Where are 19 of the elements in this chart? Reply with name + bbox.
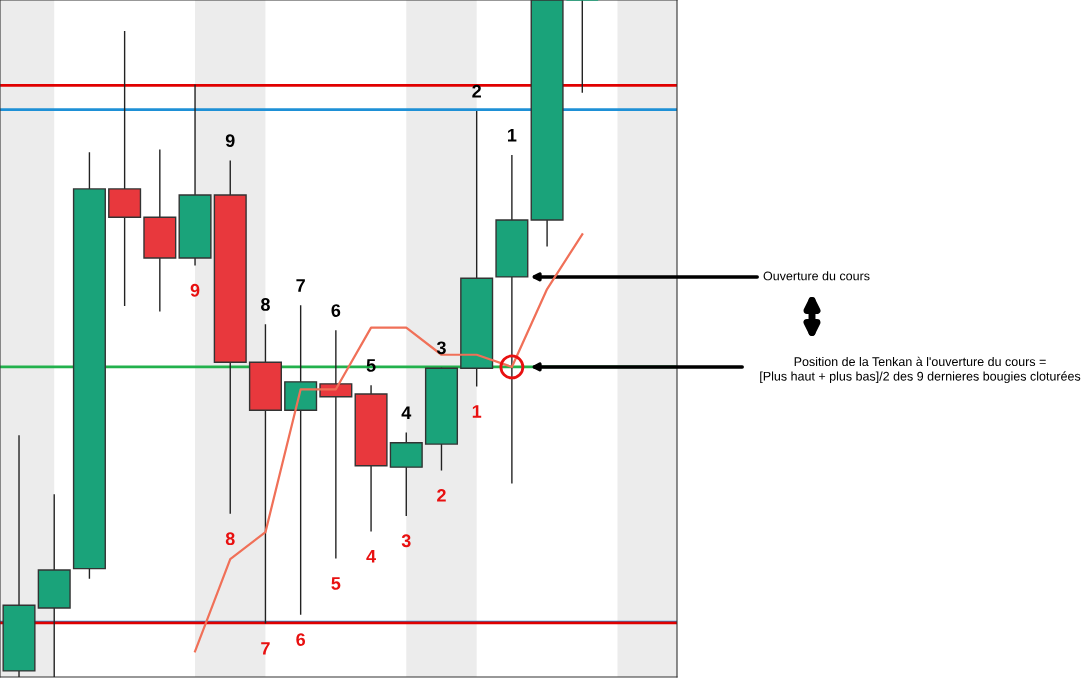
- annotation: 6: [296, 633, 306, 646]
- annotation: 1: [472, 405, 482, 418]
- annotation: 1: [508, 129, 517, 142]
- annotation: 8: [261, 298, 270, 311]
- annotation: 2: [472, 84, 481, 98]
- annotation: 3: [436, 341, 446, 355]
- annotation: 3: [401, 534, 411, 548]
- text: Ouverture du cours: [763, 271, 870, 281]
- annotation: 8: [225, 532, 235, 546]
- annotation: 6: [331, 304, 341, 317]
- text: Position de la Tenkan à l'ouverture du cours = [Plus haut + plus bas]/2 des 9 dernieres bougies cloturées: [760, 356, 1081, 384]
- annotation: 7: [296, 279, 305, 292]
- annotation: 5: [331, 577, 341, 590]
- annotation: 9: [190, 283, 200, 297]
- annotation: 9: [225, 134, 235, 148]
- annotation: 2: [437, 488, 446, 502]
- annotation: 4: [366, 550, 376, 563]
- annotation: 7: [261, 642, 270, 655]
- annotation: 4: [401, 406, 412, 419]
